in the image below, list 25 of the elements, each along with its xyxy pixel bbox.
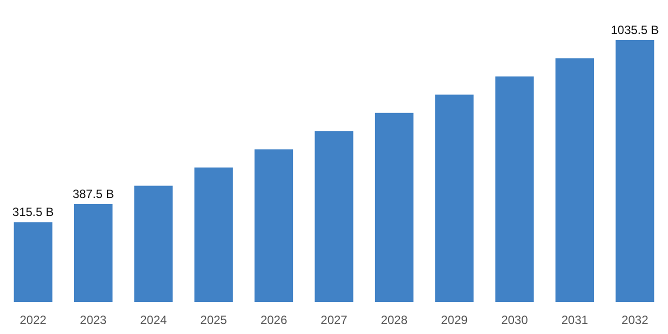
- data-label: 387.5 B: [72, 186, 114, 201]
- x-tick-label: 2028: [380, 313, 408, 327]
- x-tick-label: 2031: [561, 313, 588, 327]
- x-tick-label: 2027: [320, 313, 348, 327]
- bar: [374, 112, 414, 302]
- x-tick-label: 2029: [441, 313, 468, 327]
- x-tick-label: 2023: [80, 313, 107, 327]
- bar: [254, 149, 294, 302]
- x-tick-label: 2024: [140, 313, 168, 327]
- x-tick-label: 2032: [622, 313, 649, 327]
- bar: [74, 204, 113, 302]
- bar: [314, 131, 354, 302]
- bar: [495, 76, 534, 302]
- x-tick-label: 2026: [260, 313, 288, 327]
- bar: [435, 94, 474, 302]
- bar: [555, 58, 594, 302]
- x-tick-label: 2025: [200, 313, 228, 327]
- x-tick-label: 2022: [20, 313, 47, 327]
- bar: [134, 186, 173, 302]
- data-label: 315.5 B: [12, 205, 54, 220]
- data-label: 1035.5 B: [610, 23, 659, 37]
- x-tick-label: 2030: [501, 313, 528, 327]
- bar: [14, 222, 52, 302]
- bar: [616, 40, 654, 302]
- bar: [194, 168, 233, 302]
